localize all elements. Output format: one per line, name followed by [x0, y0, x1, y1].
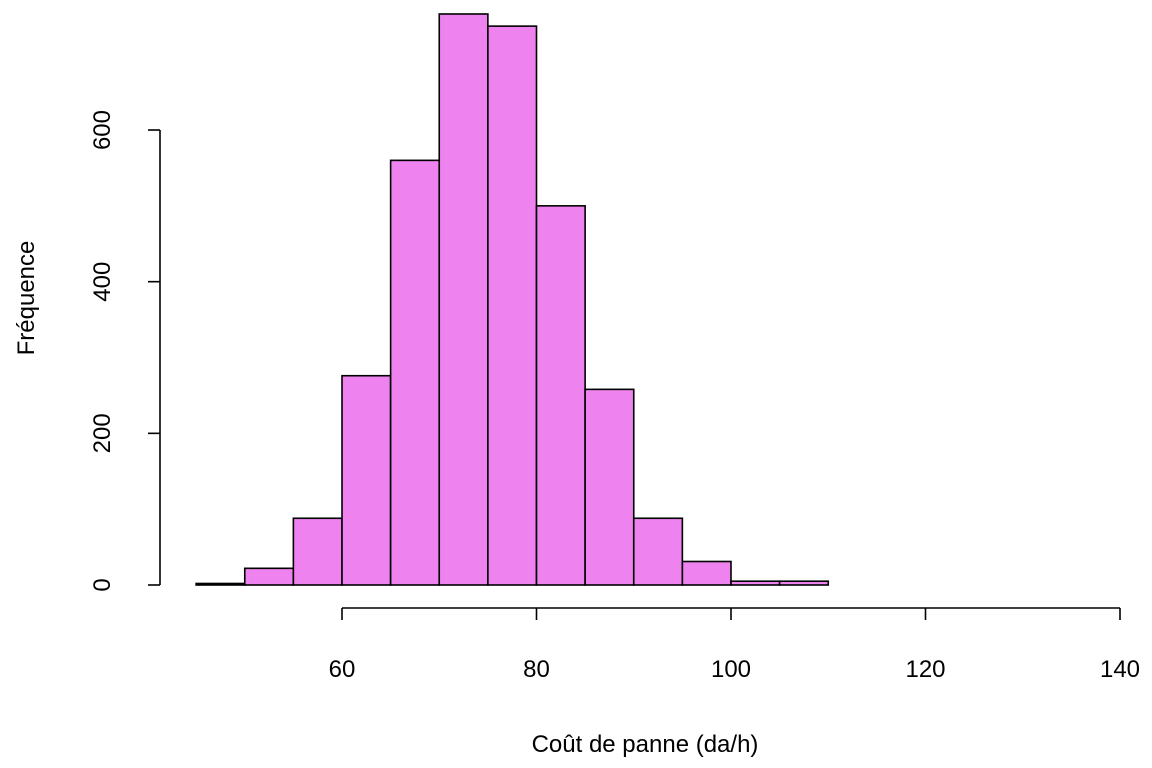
- histogram-bar: [632, 517, 684, 586]
- histogram-bar: [487, 25, 538, 586]
- x-axis-title: Coût de panne (da/h): [532, 731, 759, 758]
- histogram-bar: [292, 517, 343, 586]
- histogram-bar: [778, 580, 830, 586]
- y-tick-label: 600: [89, 110, 116, 150]
- x-tick-label: 60: [329, 656, 356, 683]
- histogram-bar: [438, 13, 489, 586]
- histogram-bar: [681, 560, 732, 586]
- histogram-bar: [243, 567, 295, 586]
- bars-group: [195, 13, 830, 586]
- x-tick-label: 140: [1100, 656, 1140, 683]
- y-tick-label: 400: [89, 262, 116, 302]
- x-tick-label: 100: [711, 656, 751, 683]
- x-tick-label: 80: [523, 656, 550, 683]
- y-tick-label: 0: [89, 578, 116, 591]
- histogram-bar: [195, 582, 246, 586]
- histogram-bar: [584, 388, 635, 586]
- histogram-bar: [389, 159, 441, 586]
- y-tick-label: 200: [89, 413, 116, 453]
- x-tick-label: 120: [905, 656, 945, 683]
- x-axis: 60 80 100 120 140: [329, 607, 1140, 683]
- histogram-bar: [341, 374, 392, 586]
- histogram-bar: [730, 580, 781, 586]
- y-axis-title: Fréquence: [13, 241, 40, 356]
- histogram-bar: [535, 205, 586, 586]
- y-axis: 0 200 400 600: [89, 110, 161, 592]
